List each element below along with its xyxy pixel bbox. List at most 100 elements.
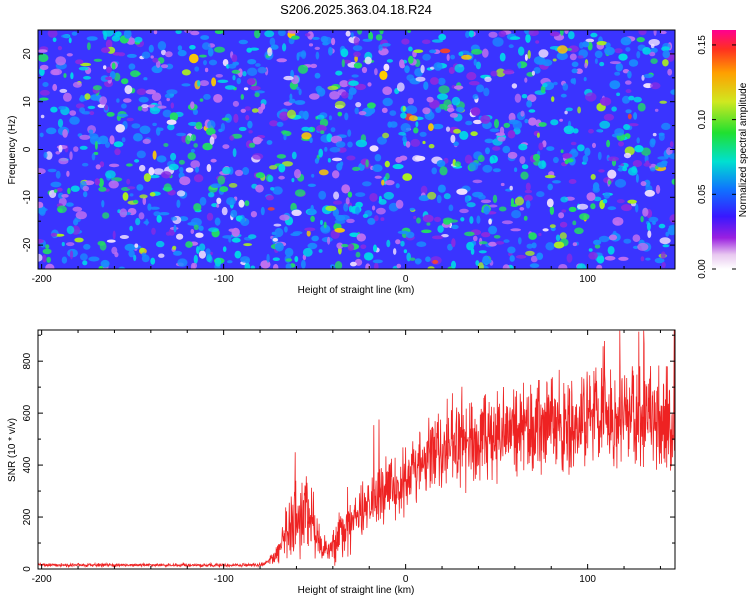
heatmap-cell	[94, 178, 101, 186]
heatmap-cell	[252, 153, 264, 160]
heatmap-cell	[52, 83, 58, 92]
heatmap-cell	[83, 191, 88, 198]
heatmap-cell	[190, 149, 195, 153]
heatmap-cell	[465, 120, 473, 126]
heatmap-cell	[193, 254, 198, 264]
heatmap-cell	[156, 155, 167, 163]
heatmap-cell	[563, 125, 575, 135]
heatmap-cell	[195, 166, 199, 173]
heatmap-cell	[167, 123, 175, 131]
heatmap-cell	[58, 157, 69, 165]
heatmap-cell	[423, 81, 429, 90]
heatmap-cell	[468, 81, 480, 86]
heatmap-cell	[294, 189, 306, 197]
heatmap-cell	[493, 235, 501, 239]
heatmap-cell	[536, 132, 540, 138]
heatmap-cell	[106, 66, 112, 74]
heatmap-cell	[269, 37, 276, 46]
heatmap-cell	[40, 114, 45, 119]
heatmap-cell	[285, 263, 292, 269]
heatmap-cell	[456, 188, 468, 195]
heatmap-cell	[671, 178, 675, 185]
heatmap-cell	[350, 32, 354, 38]
heatmap-cell	[623, 152, 632, 159]
heatmap-cell	[214, 217, 221, 226]
heatmap-cell	[418, 195, 430, 202]
heatmap-cell	[470, 107, 481, 116]
heatmap-cell	[133, 254, 137, 262]
heatmap-cell	[327, 85, 339, 91]
heatmap-cell	[255, 184, 264, 193]
heatmap-cell	[544, 174, 556, 179]
heatmap-cell	[83, 76, 91, 80]
heatmap-cell	[329, 91, 340, 100]
heatmap-cell	[410, 138, 421, 147]
heatmap-cell	[250, 265, 256, 269]
heatmap-cell	[640, 215, 644, 223]
heatmap-cell	[451, 260, 456, 269]
heatmap-cell	[476, 84, 485, 93]
heatmap-cell	[333, 191, 340, 200]
heatmap-cell	[254, 92, 260, 98]
heatmap-cell	[594, 244, 601, 249]
heatmap-cell	[79, 94, 84, 102]
heatmap-cell	[499, 126, 505, 135]
heatmap-cell	[523, 215, 528, 221]
heatmap-cell	[240, 256, 250, 263]
heatmap-cell	[399, 59, 405, 68]
heatmap-cell	[654, 108, 659, 112]
heatmap-cell	[114, 148, 121, 156]
heatmap-cell	[564, 110, 568, 115]
heatmap-cell	[614, 128, 625, 136]
heatmap-ytick-label: 0	[22, 146, 33, 152]
heatmap-cell	[151, 227, 156, 235]
heatmap-cell	[328, 46, 333, 56]
heatmap-cell	[596, 264, 603, 269]
heatmap-cell	[133, 199, 139, 204]
heatmap-cell	[425, 256, 431, 263]
snr-xtick-label: 100	[579, 574, 596, 585]
heatmap-cell	[650, 58, 658, 64]
heatmap-cell	[228, 63, 237, 69]
heatmap-cell	[222, 59, 229, 67]
heatmap-cell	[134, 243, 139, 248]
heatmap-cell	[362, 181, 372, 187]
heatmap-cell	[135, 72, 141, 76]
heatmap-cell	[502, 145, 511, 154]
heatmap-cell	[347, 129, 352, 137]
heatmap-cell	[231, 227, 240, 237]
heatmap-cell	[105, 170, 116, 179]
heatmap-cell	[234, 250, 242, 259]
heatmap-cell	[206, 253, 212, 263]
heatmap-xtick-label: -200	[32, 274, 52, 285]
heatmap-cell	[207, 47, 214, 57]
heatmap-cell	[431, 167, 438, 175]
heatmap-cell	[488, 225, 498, 235]
heatmap-cell	[210, 183, 222, 188]
heatmap-ytick-label: 20	[22, 48, 33, 60]
heatmap-cell	[176, 132, 187, 137]
heatmap-cell	[483, 87, 490, 97]
heatmap-cell	[355, 139, 368, 148]
heatmap-cell	[117, 113, 129, 118]
heatmap-cell	[498, 30, 507, 37]
heatmap-cell	[101, 200, 105, 208]
chart-title: S206.2025.363.04.18.R24	[280, 2, 432, 17]
heatmap-cell	[459, 208, 469, 214]
heatmap-cell	[339, 161, 344, 166]
heatmap-cell	[173, 224, 177, 233]
heatmap-cell	[238, 39, 248, 45]
heatmap-cell	[501, 220, 513, 225]
heatmap-cell	[229, 135, 235, 141]
heatmap-cell	[308, 43, 314, 47]
heatmap-cell	[555, 234, 561, 242]
heatmap-cell	[566, 158, 574, 163]
heatmap-cell	[175, 30, 182, 34]
heatmap-cell	[247, 120, 253, 129]
heatmap-cell	[123, 30, 132, 39]
heatmap-cell	[38, 53, 49, 63]
heatmap-cell	[214, 257, 222, 267]
heatmap-cell	[470, 131, 478, 137]
heatmap-cell	[499, 52, 506, 62]
heatmap-cell	[176, 190, 186, 197]
